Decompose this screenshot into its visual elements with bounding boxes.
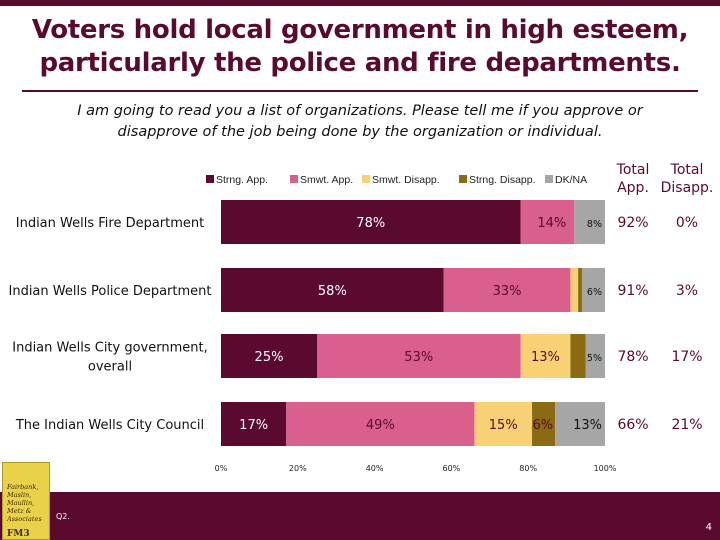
- slide-title: Voters hold local government in high est…: [0, 14, 720, 80]
- x-tick-label: 0%: [215, 464, 228, 473]
- question-text: I am going to read you a list of organiz…: [40, 101, 680, 143]
- bar-value-label: 15%: [489, 418, 518, 433]
- totals-header-disapprove-1: Total: [670, 162, 704, 178]
- totals-header-approve-1: Total: [616, 162, 650, 178]
- total-approve-value: 66%: [617, 417, 648, 433]
- bar-segment-somewhat-disapprove: [474, 402, 533, 446]
- totals-header-disapprove-2: Disapp.: [661, 180, 714, 196]
- total-approve-value: 91%: [617, 283, 648, 299]
- legend-label-somewhat-approve: Smwt. App.: [300, 174, 353, 186]
- question-line-2: disapprove of the job being done by the …: [117, 124, 603, 140]
- legend-label-dk-na: DK/NA: [555, 174, 587, 186]
- bar-value-label: 78%: [356, 216, 385, 231]
- category-label: Indian Wells Police Department: [9, 284, 212, 299]
- bar-segment-dk-na: [555, 402, 605, 446]
- legend-label-strong-disapprove: Strng. Disapp.: [469, 174, 536, 186]
- legend-swatch-somewhat-approve: [290, 175, 298, 183]
- bar-value-label: 13%: [531, 350, 560, 365]
- category-label: Indian Wells City government, overall: [12, 341, 208, 375]
- bar-segment-strong-disapprove: [570, 334, 586, 378]
- category-label: Indian Wells Fire Department: [16, 216, 205, 231]
- question-line-1: I am going to read you a list of organiz…: [77, 103, 643, 119]
- total-approve-value: 78%: [617, 349, 648, 365]
- bar-value-label: 25%: [255, 350, 284, 365]
- total-disapprove-value: 0%: [676, 215, 698, 231]
- bar-segment-somewhat-disapprove: [570, 268, 579, 312]
- x-tick-label: 20%: [289, 464, 307, 473]
- bar-value-label: 13%: [573, 418, 602, 433]
- legend-swatch-somewhat-disapprove: [362, 175, 370, 183]
- bar-segment-strong-approve: [221, 268, 444, 312]
- bar-value-label: 6%: [587, 287, 602, 298]
- top-rule: [0, 0, 720, 6]
- legend-swatch-dk-na: [545, 175, 553, 183]
- bar-value-label: 58%: [318, 284, 347, 299]
- logo-text: Fairbank, Maslin, Maullin, Metz & Associ…: [7, 483, 42, 523]
- bar-value-label: 6%: [532, 418, 553, 433]
- bar-segment-somewhat-approve: [520, 200, 575, 244]
- bar-segment-somewhat-approve: [286, 402, 475, 446]
- bar-segment-dk-na: [585, 334, 605, 378]
- legend-label-somewhat-disapprove: Smwt. Disapp.: [372, 174, 440, 186]
- legend-swatch-strong-approve: [206, 175, 214, 183]
- title-line-2: particularly the police and fire departm…: [39, 48, 681, 78]
- legend-swatch-strong-disapprove: [459, 175, 467, 183]
- x-tick-label: 60%: [443, 464, 461, 473]
- page-number: 4: [705, 522, 712, 533]
- total-disapprove-value: 3%: [676, 283, 698, 299]
- bar-value-label: 5%: [587, 353, 602, 364]
- bar-segment-dk-na: [581, 268, 605, 312]
- total-disapprove-value: 21%: [671, 417, 702, 433]
- bar-value-label: 49%: [366, 418, 395, 433]
- totals-header-approve-2: App.: [617, 180, 649, 196]
- total-disapprove-value: 17%: [671, 349, 702, 365]
- bar-segment-dk-na: [574, 200, 605, 244]
- bar-value-label: 33%: [493, 284, 522, 299]
- bar-segment-somewhat-disapprove: [520, 334, 571, 378]
- company-logo: Fairbank, Maslin, Maullin, Metz & Associ…: [2, 462, 50, 540]
- total-approve-value: 92%: [617, 215, 648, 231]
- bar-segment-somewhat-approve: [317, 334, 521, 378]
- bar-value-label: 14%: [537, 216, 566, 231]
- category-label: The Indian Wells City Council: [15, 418, 204, 433]
- x-tick-label: 40%: [366, 464, 384, 473]
- title-line-1: Voters hold local government in high est…: [31, 15, 689, 45]
- bar-segment-strong-disapprove: [578, 268, 582, 312]
- bar-segment-strong-approve: [221, 200, 521, 244]
- title-divider: [22, 90, 698, 92]
- stacked-bar-chart: Strng. App. Smwt. App. Smwt. Disapp. Strng.…: [9, 162, 714, 473]
- question-reference: Q2.: [56, 512, 70, 521]
- bar-segment-somewhat-approve: [443, 268, 571, 312]
- bar-value-label: 8%: [587, 219, 602, 230]
- footer-bar: [0, 492, 720, 540]
- bar-segment-strong-disapprove: [532, 402, 556, 446]
- logo-mark: FM3: [7, 529, 30, 539]
- legend-label-strong-approve: Strng. App.: [216, 174, 268, 186]
- x-tick-label: 100%: [594, 464, 617, 473]
- bar-value-label: 17%: [239, 418, 268, 433]
- x-tick-label: 80%: [519, 464, 537, 473]
- bar-segment-strong-approve: [221, 334, 317, 378]
- bar-value-label: 53%: [404, 350, 433, 365]
- bar-segment-strong-approve: [221, 402, 287, 446]
